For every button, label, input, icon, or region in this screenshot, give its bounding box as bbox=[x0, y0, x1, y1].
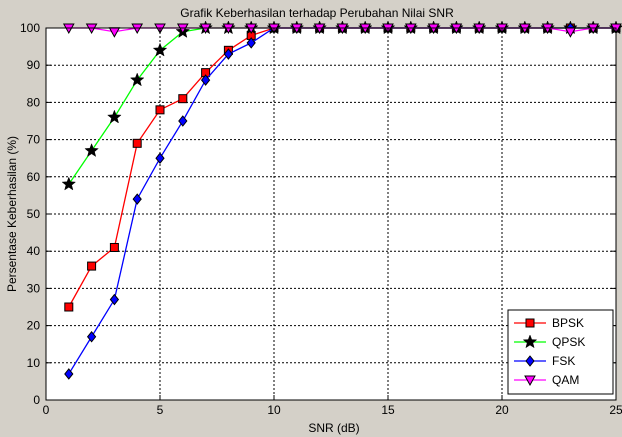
x-tick-label: 5 bbox=[157, 403, 164, 417]
data-point-fsk bbox=[246, 37, 256, 49]
data-point-fsk bbox=[223, 48, 234, 60]
legend-label-bpsk: BPSK bbox=[552, 316, 584, 330]
data-point-bpsk bbox=[155, 105, 165, 115]
x-tick-label: 25 bbox=[609, 403, 622, 417]
axis-ticks: 0 5 10 15 20 25 0 10 20 30 40 50 60 70 80 90 100 bbox=[20, 21, 622, 417]
y-tick-label: 100 bbox=[20, 21, 40, 35]
x-tick-label: 0 bbox=[43, 403, 50, 417]
legend-label-qpsk: QPSK bbox=[552, 335, 585, 349]
legend-label-fsk: FSK bbox=[552, 354, 575, 368]
y-tick-label: 20 bbox=[27, 319, 41, 333]
y-tick-label: 10 bbox=[27, 356, 41, 370]
data-point-fsk bbox=[132, 193, 142, 205]
y-tick-label: 70 bbox=[27, 133, 41, 147]
data-point-bpsk bbox=[132, 138, 142, 148]
data-point-fsk bbox=[155, 152, 165, 165]
y-tick-label: 80 bbox=[27, 95, 41, 109]
y-tick-label: 50 bbox=[27, 207, 41, 221]
data-point-bpsk bbox=[87, 261, 97, 271]
data-point-bpsk bbox=[109, 242, 119, 252]
y-axis-label: Persentase Keberhasilan (%) bbox=[5, 136, 19, 292]
y-tick-label: 90 bbox=[27, 58, 41, 72]
data-point-fsk bbox=[86, 330, 97, 343]
legend-marker-qpsk bbox=[522, 334, 538, 349]
legend-marker-bpsk bbox=[525, 318, 535, 328]
legend: BPSK QPSK FSK QAM bbox=[507, 309, 614, 395]
grid bbox=[46, 28, 616, 400]
y-tick-label: 40 bbox=[27, 244, 41, 258]
data-point-fsk bbox=[178, 115, 188, 127]
y-tick-label: 0 bbox=[33, 393, 40, 407]
x-tick-label: 20 bbox=[495, 403, 509, 417]
y-tick-label: 60 bbox=[27, 170, 41, 184]
data-point-qpsk bbox=[152, 42, 168, 57]
data-point-qpsk bbox=[61, 176, 77, 191]
data-point-fsk bbox=[109, 293, 120, 306]
x-axis-label: SNR (dB) bbox=[308, 421, 359, 435]
legend-marker-qam bbox=[524, 375, 536, 387]
data-point-bpsk bbox=[64, 302, 74, 312]
legend-label-qam: QAM bbox=[552, 373, 579, 387]
data-point-qpsk bbox=[107, 109, 122, 124]
x-tick-label: 15 bbox=[381, 403, 395, 417]
chart-title: Grafik Keberhasilan terhadap Perubahan N… bbox=[180, 6, 454, 20]
data-point-qpsk bbox=[129, 72, 145, 87]
data-point-bpsk bbox=[178, 94, 188, 104]
legend-marker-fsk bbox=[525, 355, 535, 367]
x-tick-label: 10 bbox=[267, 403, 281, 417]
data-point-fsk bbox=[200, 74, 211, 86]
data-point-qpsk bbox=[84, 143, 99, 157]
y-tick-label: 30 bbox=[27, 281, 41, 295]
data-point-fsk bbox=[64, 368, 74, 380]
